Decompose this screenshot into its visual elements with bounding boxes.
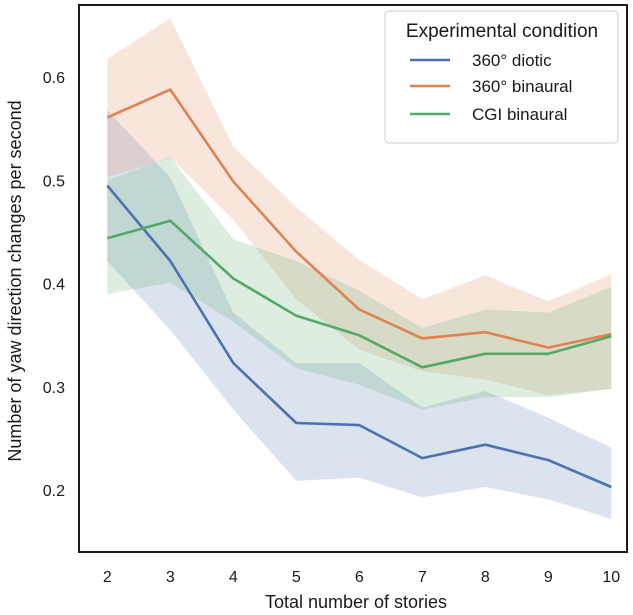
y-axis-ticks: 0.2 0.3 0.4 0.5 0.6 <box>43 70 65 500</box>
legend-box <box>384 10 619 144</box>
legend-label-cgi: CGI binaural <box>472 105 567 124</box>
x-tick-label: 3 <box>166 569 175 586</box>
x-tick-label: 8 <box>481 569 490 586</box>
y-tick-label: 0.5 <box>43 174 65 191</box>
x-tick-label: 7 <box>418 569 427 586</box>
x-axis-label: Total number of stories <box>265 592 447 612</box>
legend-title: Experimental condition <box>406 21 598 42</box>
y-tick-label: 0.2 <box>43 483 65 500</box>
y-tick-label: 0.6 <box>43 70 65 87</box>
ci-band-cgi <box>107 156 612 410</box>
y-tick-label: 0.4 <box>43 277 65 294</box>
x-tick-label: 5 <box>292 569 301 586</box>
ci-band-binaural <box>107 18 612 396</box>
x-tick-label: 10 <box>602 569 620 586</box>
ci-band-diotic <box>107 110 612 520</box>
legend-label-binaural: 360° binaural <box>472 77 572 96</box>
x-tick-label: 2 <box>103 569 112 586</box>
legend-label-diotic: 360° diotic <box>472 51 552 70</box>
x-tick-label: 6 <box>355 569 364 586</box>
confidence-bands <box>107 18 612 520</box>
series-lines <box>106 88 612 489</box>
x-tick-label: 4 <box>229 569 238 586</box>
y-tick-label: 0.3 <box>43 380 65 397</box>
y-axis-label: Number of yaw direction changes per seco… <box>5 100 25 461</box>
legend: Experimental condition 360° diotic 360° … <box>384 10 619 144</box>
x-tick-label: 9 <box>544 569 553 586</box>
x-axis-ticks: 2 3 4 5 6 7 8 9 10 <box>103 569 620 586</box>
plot-frame <box>78 4 628 553</box>
